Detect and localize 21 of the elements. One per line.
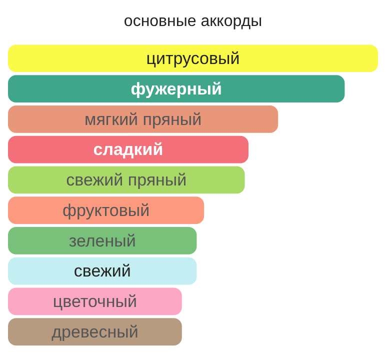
y-tick-label: древесный — [52, 322, 138, 342]
bar — [8, 196, 204, 224]
bar — [8, 75, 345, 102]
bar — [8, 44, 378, 72]
y-tick-label: фужерный — [130, 79, 222, 98]
y-tick-label: фруктовый — [62, 200, 150, 220]
bar — [8, 136, 248, 164]
y-tick-label: свежий пряный — [66, 170, 187, 190]
y-tick-label: цветочный — [52, 292, 138, 312]
bar — [8, 257, 197, 285]
y-tick-label: свежий — [74, 262, 131, 281]
bar — [8, 105, 278, 133]
bar — [8, 166, 245, 194]
y-tick-label: мягкий пряный — [84, 110, 202, 129]
chart-title: основные аккорды — [124, 13, 262, 30]
bar — [8, 318, 182, 346]
bar — [8, 288, 182, 316]
y-tick-label: цитрусовый — [146, 49, 240, 68]
bar — [8, 227, 197, 254]
y-tick-label: зеленый — [68, 231, 136, 250]
y-tick-label: сладкий — [93, 140, 164, 160]
